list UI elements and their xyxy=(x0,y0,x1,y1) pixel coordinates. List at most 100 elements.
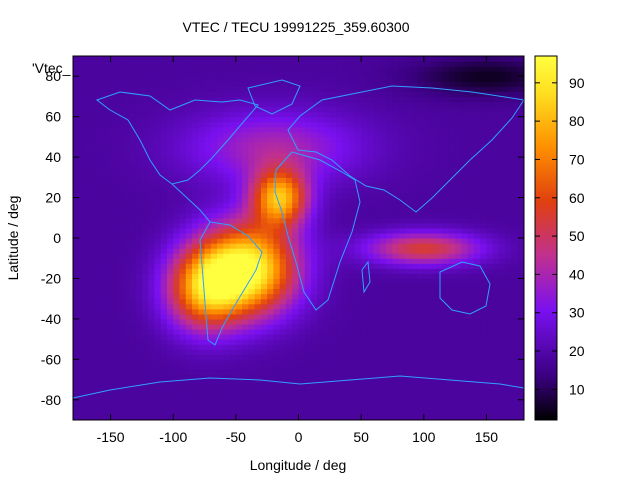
heatmap-cell xyxy=(473,359,481,365)
heatmap-cell xyxy=(204,248,212,254)
heatmap-cell xyxy=(430,359,437,365)
heatmap-cell xyxy=(455,131,462,138)
heatmap-cell xyxy=(154,389,162,396)
heatmap-cell xyxy=(285,253,293,259)
heatmap-cell xyxy=(304,61,312,67)
heatmap-cell xyxy=(323,81,331,87)
heatmap-cell xyxy=(85,217,93,224)
heatmap-cell xyxy=(342,141,350,148)
heatmap-cell xyxy=(273,329,281,335)
heatmap-cell xyxy=(79,253,87,259)
heatmap-cell xyxy=(285,136,293,143)
heatmap-cell xyxy=(148,81,156,87)
heatmap-cell xyxy=(292,253,300,259)
heatmap-cell xyxy=(141,162,149,168)
heatmap-cell xyxy=(160,308,168,315)
heatmap-cell xyxy=(235,172,243,178)
heatmap-cell xyxy=(129,197,137,204)
heatmap-cell xyxy=(430,364,437,371)
heatmap-cell xyxy=(223,66,231,72)
heatmap-cell xyxy=(185,308,193,315)
heatmap-cell xyxy=(273,263,281,269)
heatmap-cell xyxy=(166,293,174,300)
heatmap-cell xyxy=(292,71,300,77)
heatmap-cell xyxy=(123,293,130,300)
heatmap-cell xyxy=(229,293,237,300)
heatmap-cell xyxy=(461,384,469,391)
heatmap-cell xyxy=(392,212,400,219)
heatmap-cell xyxy=(448,293,456,300)
heatmap-cell xyxy=(79,364,87,371)
heatmap-cell xyxy=(498,232,506,239)
heatmap-cell xyxy=(166,222,174,229)
heatmap-cell xyxy=(91,374,99,381)
heatmap-cell xyxy=(398,258,406,264)
heatmap-cell xyxy=(210,217,218,224)
heatmap-cell xyxy=(436,121,444,128)
heatmap-cell xyxy=(279,106,287,113)
heatmap-cell xyxy=(292,404,300,411)
heatmap-cell xyxy=(260,374,268,381)
heatmap-cell xyxy=(455,273,462,280)
heatmap-cell xyxy=(204,288,212,295)
heatmap-cell xyxy=(235,253,243,259)
heatmap-cell xyxy=(411,414,419,420)
heatmap-cell xyxy=(386,81,394,87)
heatmap-cell xyxy=(179,66,187,72)
heatmap-cell xyxy=(116,197,124,204)
heatmap-cell xyxy=(273,202,281,209)
heatmap-cell xyxy=(166,334,174,340)
heatmap-cell xyxy=(242,212,249,219)
heatmap-cell xyxy=(204,389,212,396)
heatmap-cell xyxy=(73,227,80,234)
heatmap-cell xyxy=(354,263,362,269)
heatmap-cell xyxy=(166,197,174,204)
heatmap-cell xyxy=(110,329,118,335)
heatmap-cell xyxy=(354,339,362,345)
heatmap-cell xyxy=(492,303,500,310)
heatmap-cell xyxy=(354,354,362,360)
heatmap-cell xyxy=(79,288,87,295)
heatmap-cell xyxy=(342,349,350,355)
heatmap-cell xyxy=(336,298,343,305)
heatmap-cell xyxy=(292,207,300,214)
heatmap-cell xyxy=(210,56,218,62)
heatmap-cell xyxy=(379,141,387,148)
heatmap-cell xyxy=(342,66,350,72)
heatmap-cell xyxy=(361,232,369,239)
heatmap-cell xyxy=(198,207,206,214)
heatmap-cell xyxy=(116,409,124,416)
heatmap-cell xyxy=(317,162,325,168)
heatmap-cell xyxy=(204,323,212,330)
heatmap-cell xyxy=(154,121,162,128)
heatmap-cell xyxy=(342,96,350,103)
heatmap-cell xyxy=(455,177,462,183)
heatmap-cell xyxy=(154,364,162,371)
heatmap-cell xyxy=(217,283,224,290)
heatmap-cell xyxy=(448,329,456,335)
heatmap-cell xyxy=(73,202,80,209)
heatmap-cell xyxy=(116,157,124,163)
heatmap-cell xyxy=(311,334,318,340)
heatmap-cell xyxy=(98,91,105,98)
heatmap-cell xyxy=(104,86,112,92)
heatmap-cell xyxy=(455,56,462,62)
heatmap-cell xyxy=(160,172,168,178)
heatmap-cell xyxy=(392,238,400,244)
heatmap-cell xyxy=(173,414,181,420)
heatmap-cell xyxy=(361,197,369,204)
heatmap-cell xyxy=(436,389,444,396)
heatmap-cell xyxy=(91,121,99,128)
heatmap-cell xyxy=(505,364,513,371)
heatmap-cell xyxy=(154,232,162,239)
heatmap-cell xyxy=(492,238,500,244)
heatmap-cell xyxy=(217,187,224,194)
heatmap-cell xyxy=(185,177,193,183)
heatmap-cell xyxy=(492,329,500,335)
heatmap-cell xyxy=(379,354,387,360)
heatmap-cell xyxy=(135,283,143,290)
heatmap-cell xyxy=(417,76,425,82)
heatmap-cell xyxy=(104,207,112,214)
heatmap-cell xyxy=(467,106,475,113)
heatmap-cell xyxy=(116,152,124,158)
